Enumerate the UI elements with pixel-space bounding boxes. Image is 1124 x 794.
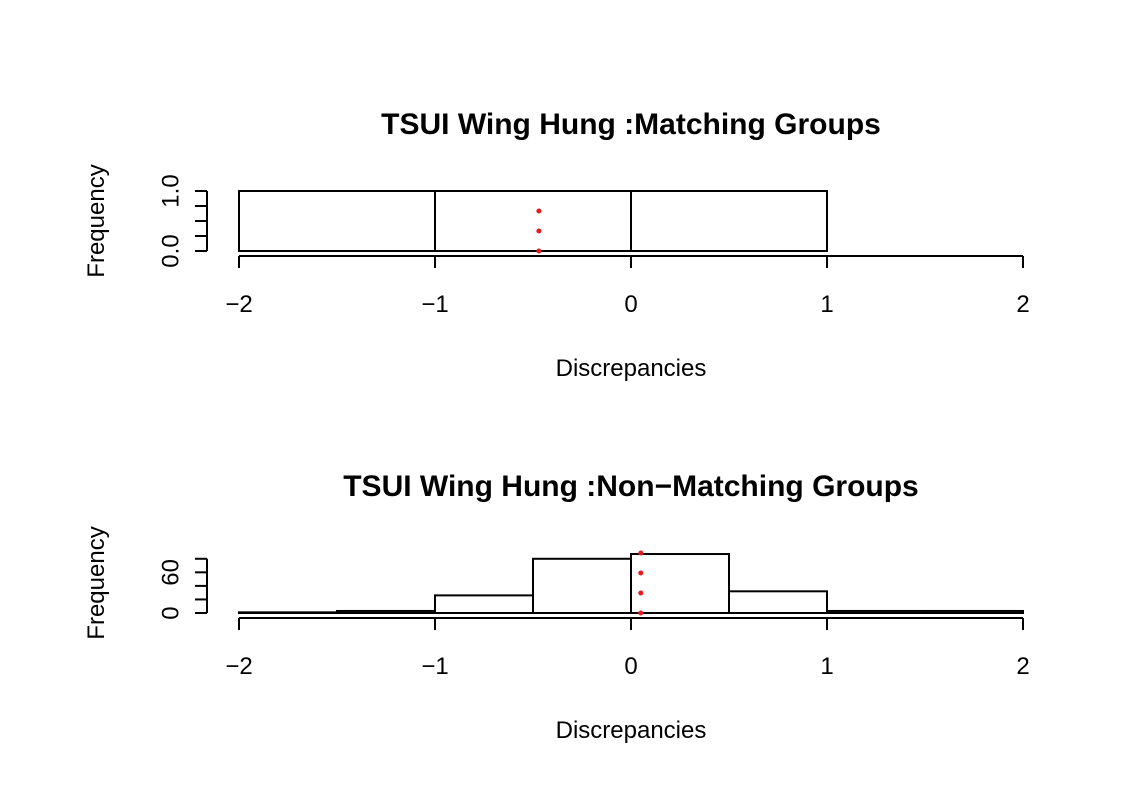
plot-area: −2 −1 0 1 2 0.0 1.0 bbox=[158, 174, 1030, 318]
histogram-bar bbox=[434, 190, 632, 252]
x-tick-label: 2 bbox=[1016, 653, 1029, 680]
x-tick-label: 0 bbox=[624, 653, 637, 680]
x-tick-label: 0 bbox=[624, 291, 637, 318]
panel-non-matching-groups: TSUI Wing Hung :Non−Matching Groups Disc… bbox=[83, 470, 1030, 744]
histogram-bar bbox=[924, 609, 1024, 615]
y-tick-label: 1.0 bbox=[158, 174, 185, 207]
y-tick-label: 60 bbox=[158, 559, 185, 586]
histogram-bar bbox=[434, 594, 534, 615]
x-axis-label: Discrepancies bbox=[556, 355, 707, 382]
histogram-bar bbox=[238, 611, 338, 614]
y-tick-label: 0 bbox=[158, 606, 185, 619]
panel-matching-groups: TSUI Wing Hung :Matching Groups Discrepa… bbox=[83, 108, 1030, 382]
histogram-bar bbox=[336, 609, 436, 615]
histogram-bar bbox=[728, 590, 828, 614]
x-tick-label: −1 bbox=[421, 291, 448, 318]
x-tick-label: −2 bbox=[225, 291, 252, 318]
x-tick-label: −1 bbox=[421, 653, 448, 680]
histogram-bar bbox=[532, 557, 632, 614]
y-axis-label: Frequency bbox=[83, 526, 110, 639]
chart-title: TSUI Wing Hung :Non−Matching Groups bbox=[343, 470, 919, 503]
histogram-bar bbox=[630, 190, 828, 252]
plot-area: −2 −1 0 1 2 0 60 bbox=[158, 549, 1030, 680]
histogram-bar bbox=[238, 190, 436, 252]
histogram-bar bbox=[826, 609, 926, 615]
chart-title: TSUI Wing Hung :Matching Groups bbox=[381, 108, 881, 141]
x-tick-label: 1 bbox=[820, 291, 833, 318]
x-axis-label: Discrepancies bbox=[556, 717, 707, 744]
y-tick-label: 0.0 bbox=[158, 234, 185, 267]
y-axis-label: Frequency bbox=[83, 164, 110, 277]
histogram-bar bbox=[630, 553, 730, 614]
x-tick-label: −2 bbox=[225, 653, 252, 680]
x-tick-label: 2 bbox=[1016, 291, 1029, 318]
x-tick-label: 1 bbox=[820, 653, 833, 680]
